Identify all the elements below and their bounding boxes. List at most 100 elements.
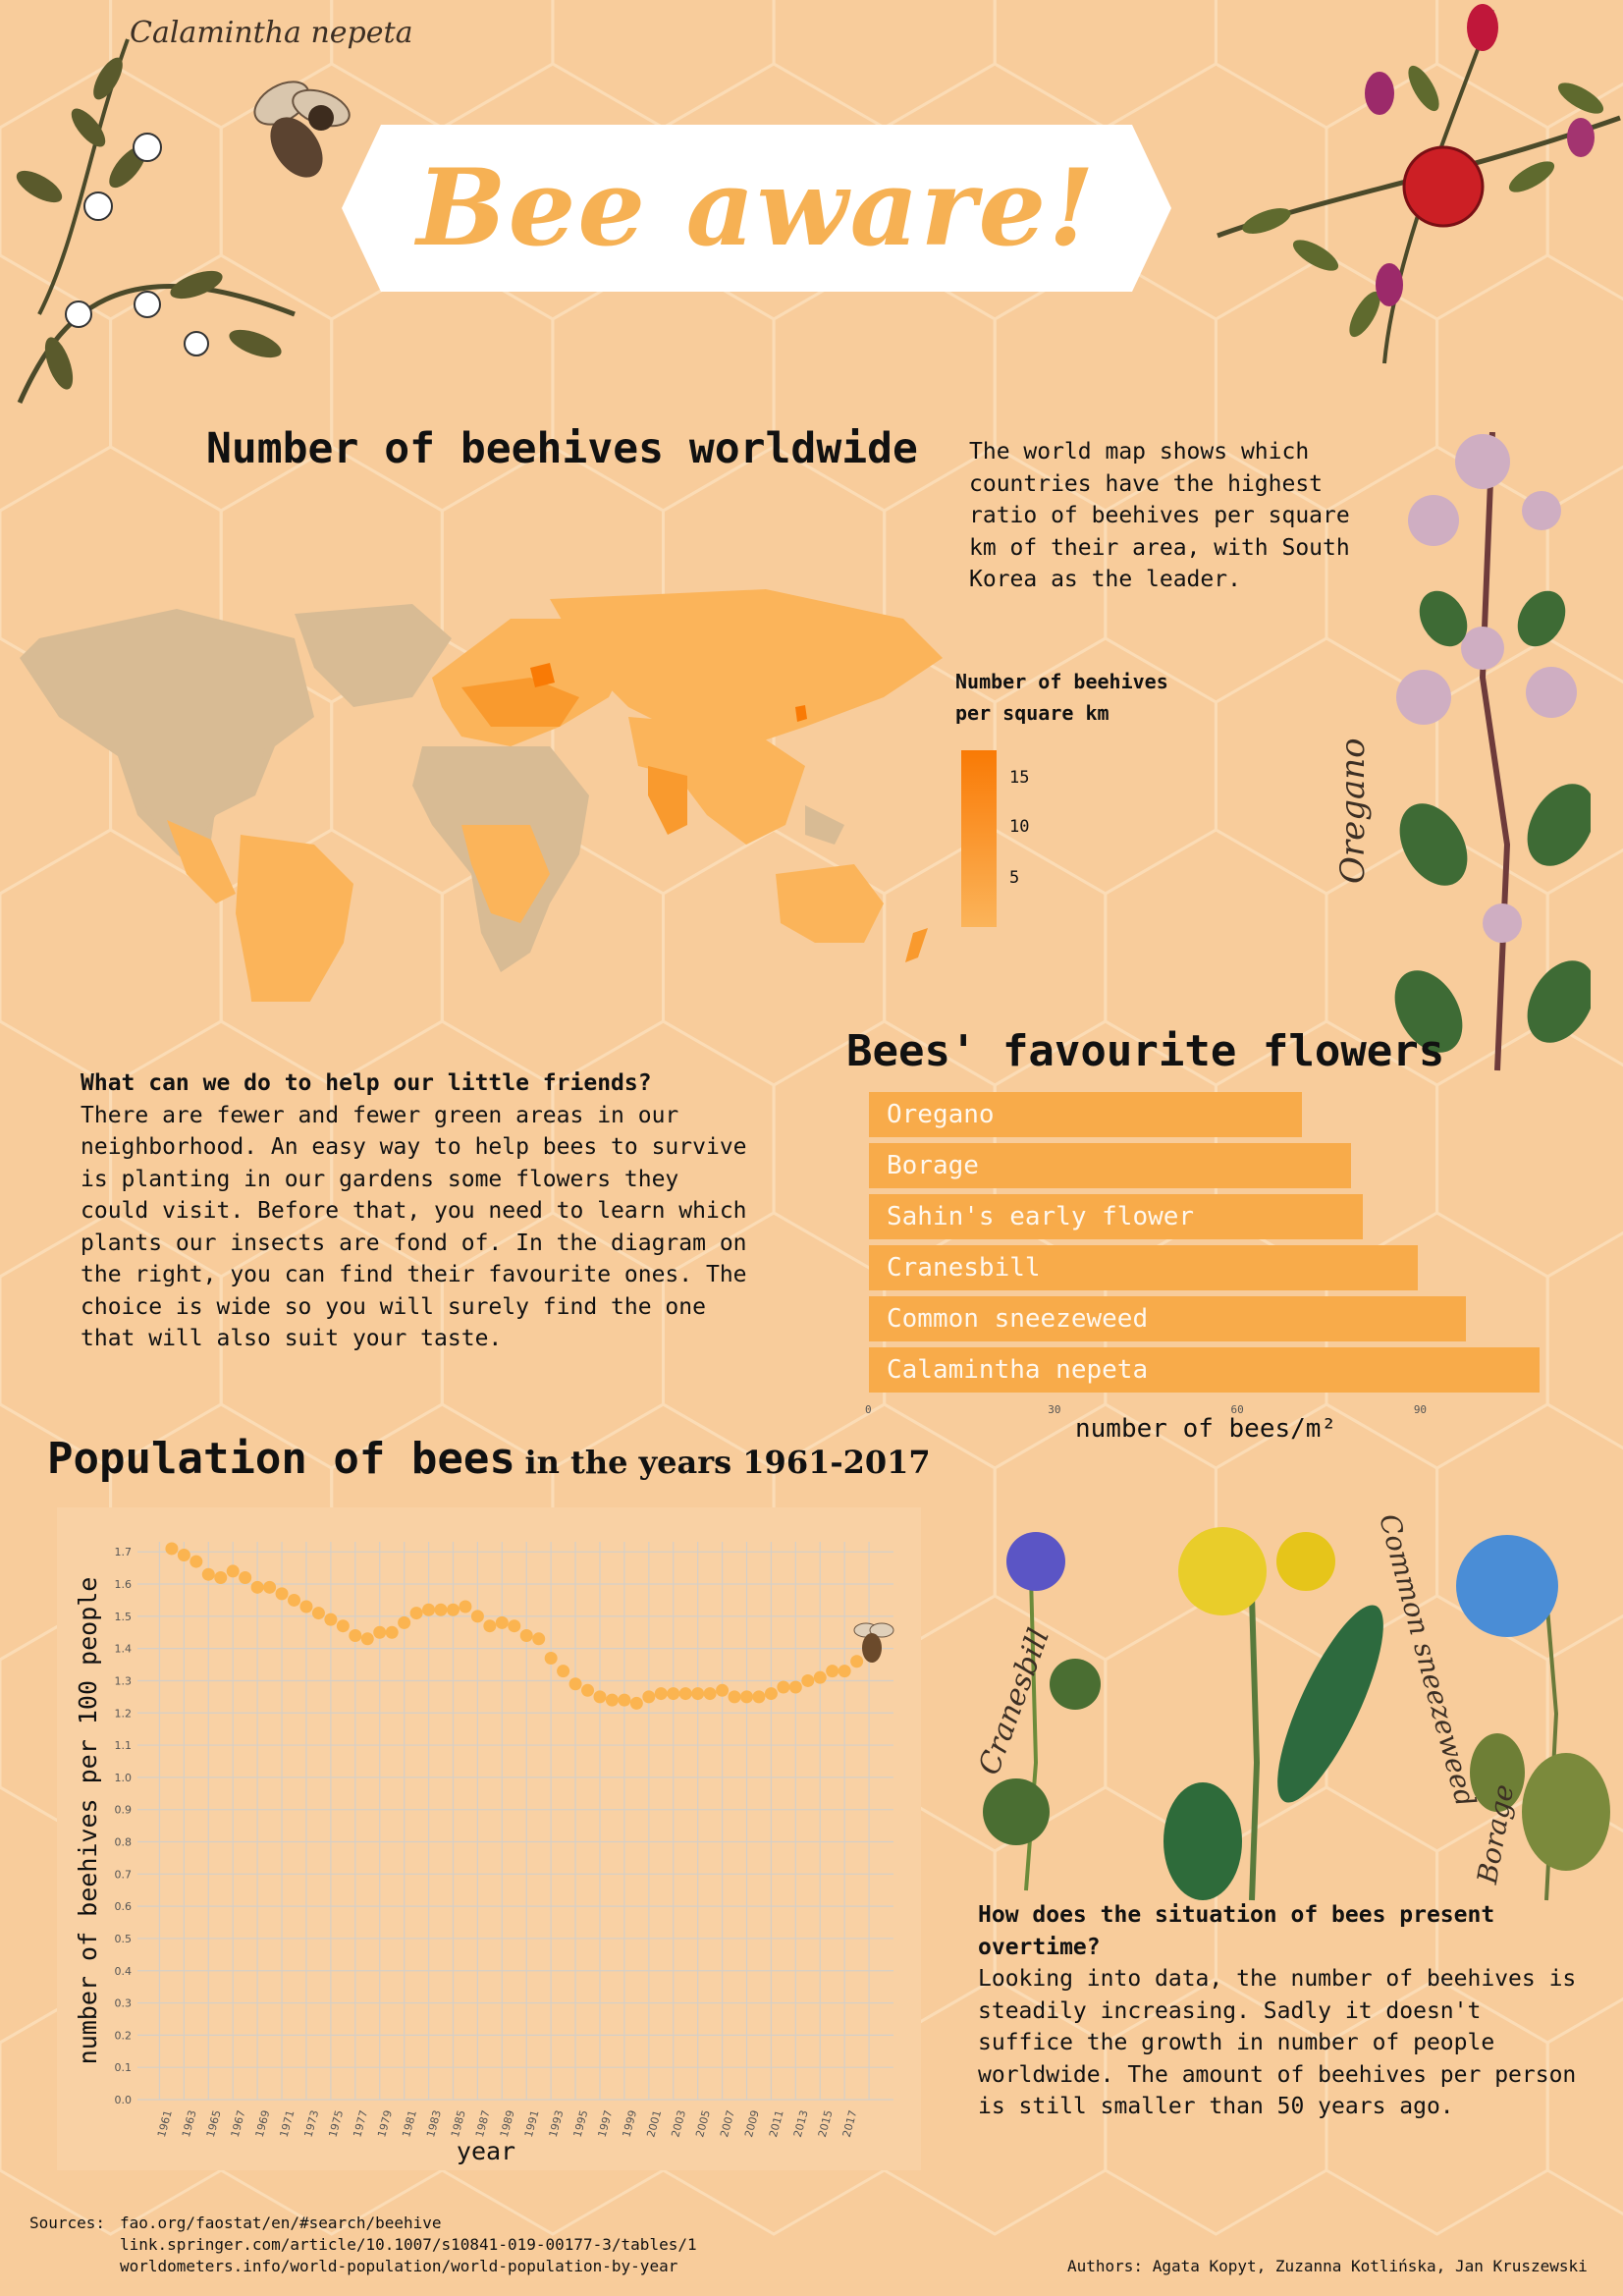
data-point <box>336 1619 350 1633</box>
data-point <box>801 1673 815 1687</box>
data-point <box>239 1570 252 1584</box>
situation-title: How does the situation of bees present o… <box>978 1902 1495 1960</box>
data-point <box>678 1687 692 1701</box>
data-point <box>519 1629 533 1643</box>
population-heading: Population of bees in the years 1961-201… <box>47 1434 931 1484</box>
y-axis-label: number of beehives per 100 people <box>74 1577 102 2065</box>
data-point <box>764 1687 778 1701</box>
data-point <box>483 1619 497 1633</box>
data-point <box>226 1564 240 1578</box>
data-point <box>373 1625 387 1639</box>
situation-body: Looking into data, the number of beehive… <box>978 1966 1577 2119</box>
data-point <box>728 1690 741 1704</box>
map-region-asia <box>550 589 943 746</box>
data-point <box>813 1670 827 1684</box>
data-point <box>311 1607 325 1620</box>
data-point <box>434 1603 448 1616</box>
source-link-fao[interactable]: fao.org/faostat/en/#search/beehive <box>120 2214 442 2232</box>
small-bee-icon <box>853 1622 894 1663</box>
flower-bar: Sahin's early flower <box>869 1194 1363 1239</box>
y-tick-label: 0.2 <box>115 2029 133 2042</box>
data-point <box>642 1690 656 1704</box>
data-point <box>446 1603 460 1616</box>
y-tick-label: 1.1 <box>115 1739 133 1752</box>
y-tick-label: 0.5 <box>115 1933 133 1945</box>
sources-label: Sources: <box>29 2214 106 2232</box>
data-point <box>459 1600 472 1613</box>
data-point <box>826 1665 839 1678</box>
y-tick-label: 0.7 <box>115 1868 133 1881</box>
banner-shape <box>342 125 1171 292</box>
flower-bar: Common sneezeweed <box>869 1296 1467 1341</box>
data-point <box>544 1651 558 1665</box>
help-text-block: What can we do to help our little friend… <box>81 1067 758 1355</box>
y-tick-label: 1.6 <box>115 1578 133 1591</box>
data-point <box>385 1625 399 1639</box>
map-region-australia <box>776 864 884 943</box>
map-region-south-america <box>236 835 353 1002</box>
flower-bar: Calamintha nepeta <box>869 1347 1540 1393</box>
title-banner: Bee aware! <box>342 125 1171 292</box>
data-point <box>667 1687 680 1701</box>
data-point <box>288 1593 301 1607</box>
map-legend-tick-15: 15 <box>1009 768 1030 788</box>
map-legend-title: Number of beehives per square km <box>955 666 1168 729</box>
flower-bar-label: Borage <box>887 1151 979 1180</box>
oregano-label: Oregano <box>1333 738 1373 884</box>
data-point <box>691 1687 705 1701</box>
y-tick-label: 1.2 <box>115 1707 133 1720</box>
chart-panel <box>57 1507 921 2170</box>
data-point <box>508 1619 521 1633</box>
data-point <box>532 1632 546 1646</box>
map-legend-tick-10: 10 <box>1009 817 1030 837</box>
flower-bar: Cranesbill <box>869 1245 1418 1290</box>
data-point <box>581 1683 595 1697</box>
flower-bar-label: Cranesbill <box>887 1253 1041 1283</box>
data-point <box>201 1567 215 1581</box>
data-point <box>189 1555 203 1568</box>
source-link-worldometers[interactable]: worldometers.info/world-population/world… <box>120 2257 678 2275</box>
sources-block: Sources: fao.org/faostat/en/#search/beeh… <box>29 2213 697 2275</box>
data-point <box>618 1693 631 1707</box>
data-point <box>739 1690 753 1704</box>
flower-axis-tick: 30 <box>1048 1403 1061 1416</box>
data-point <box>850 1655 864 1668</box>
bee-illustration <box>253 81 351 178</box>
data-point <box>557 1665 570 1678</box>
data-point <box>788 1680 802 1694</box>
data-point <box>568 1677 582 1691</box>
map-legend-colorbar <box>961 750 997 927</box>
data-point <box>777 1680 790 1694</box>
population-chart: 0.0 0.1 0.2 0.3 0.4 0.5 0.6 0.7 0.8 0.9 1.0 1.1 1.2 1… <box>57 1507 921 2170</box>
map-legend-title-line2: per square km <box>955 701 1109 725</box>
white-flower-branch-illustration <box>16 38 296 405</box>
flower-bar-label: Common sneezeweed <box>887 1304 1149 1334</box>
oregano-plant-illustration <box>1394 432 1591 1071</box>
flower-bar-label: Calamintha nepeta <box>887 1355 1149 1385</box>
flowers-chart-title: Bees' favourite flowers <box>846 1026 1445 1076</box>
flower-axis-tick: 60 <box>1230 1403 1244 1416</box>
y-tick-label: 0.9 <box>115 1804 133 1817</box>
map-description: The world map shows which countries have… <box>969 439 1350 592</box>
population-heading-sub: in the years 1961-2017 <box>524 1444 931 1481</box>
y-tick-label: 0.0 <box>115 2094 133 2106</box>
y-tick-label: 1.5 <box>115 1611 133 1623</box>
flower-bar: Oregano <box>869 1092 1302 1137</box>
flower-axis-tick: 0 <box>865 1403 872 1416</box>
y-tick-label: 1.7 <box>115 1546 133 1558</box>
y-tick-label: 0.1 <box>115 2061 133 2074</box>
y-tick-label: 1.3 <box>115 1674 133 1687</box>
map-region-greenland <box>295 604 452 707</box>
data-point <box>409 1607 423 1620</box>
data-point <box>250 1580 264 1594</box>
map-region-north-america <box>20 609 314 874</box>
data-point <box>470 1610 484 1623</box>
map-heading: Number of beehives worldwide <box>206 424 918 473</box>
source-link-springer[interactable]: link.springer.com/article/10.1007/s10841… <box>120 2235 697 2254</box>
data-point <box>398 1615 411 1629</box>
red-flower-branch-illustration <box>1217 4 1621 364</box>
data-point <box>324 1613 338 1626</box>
data-point <box>263 1580 277 1594</box>
flower-bar-label: Sahin's early flower <box>887 1202 1195 1231</box>
data-point <box>214 1570 228 1584</box>
